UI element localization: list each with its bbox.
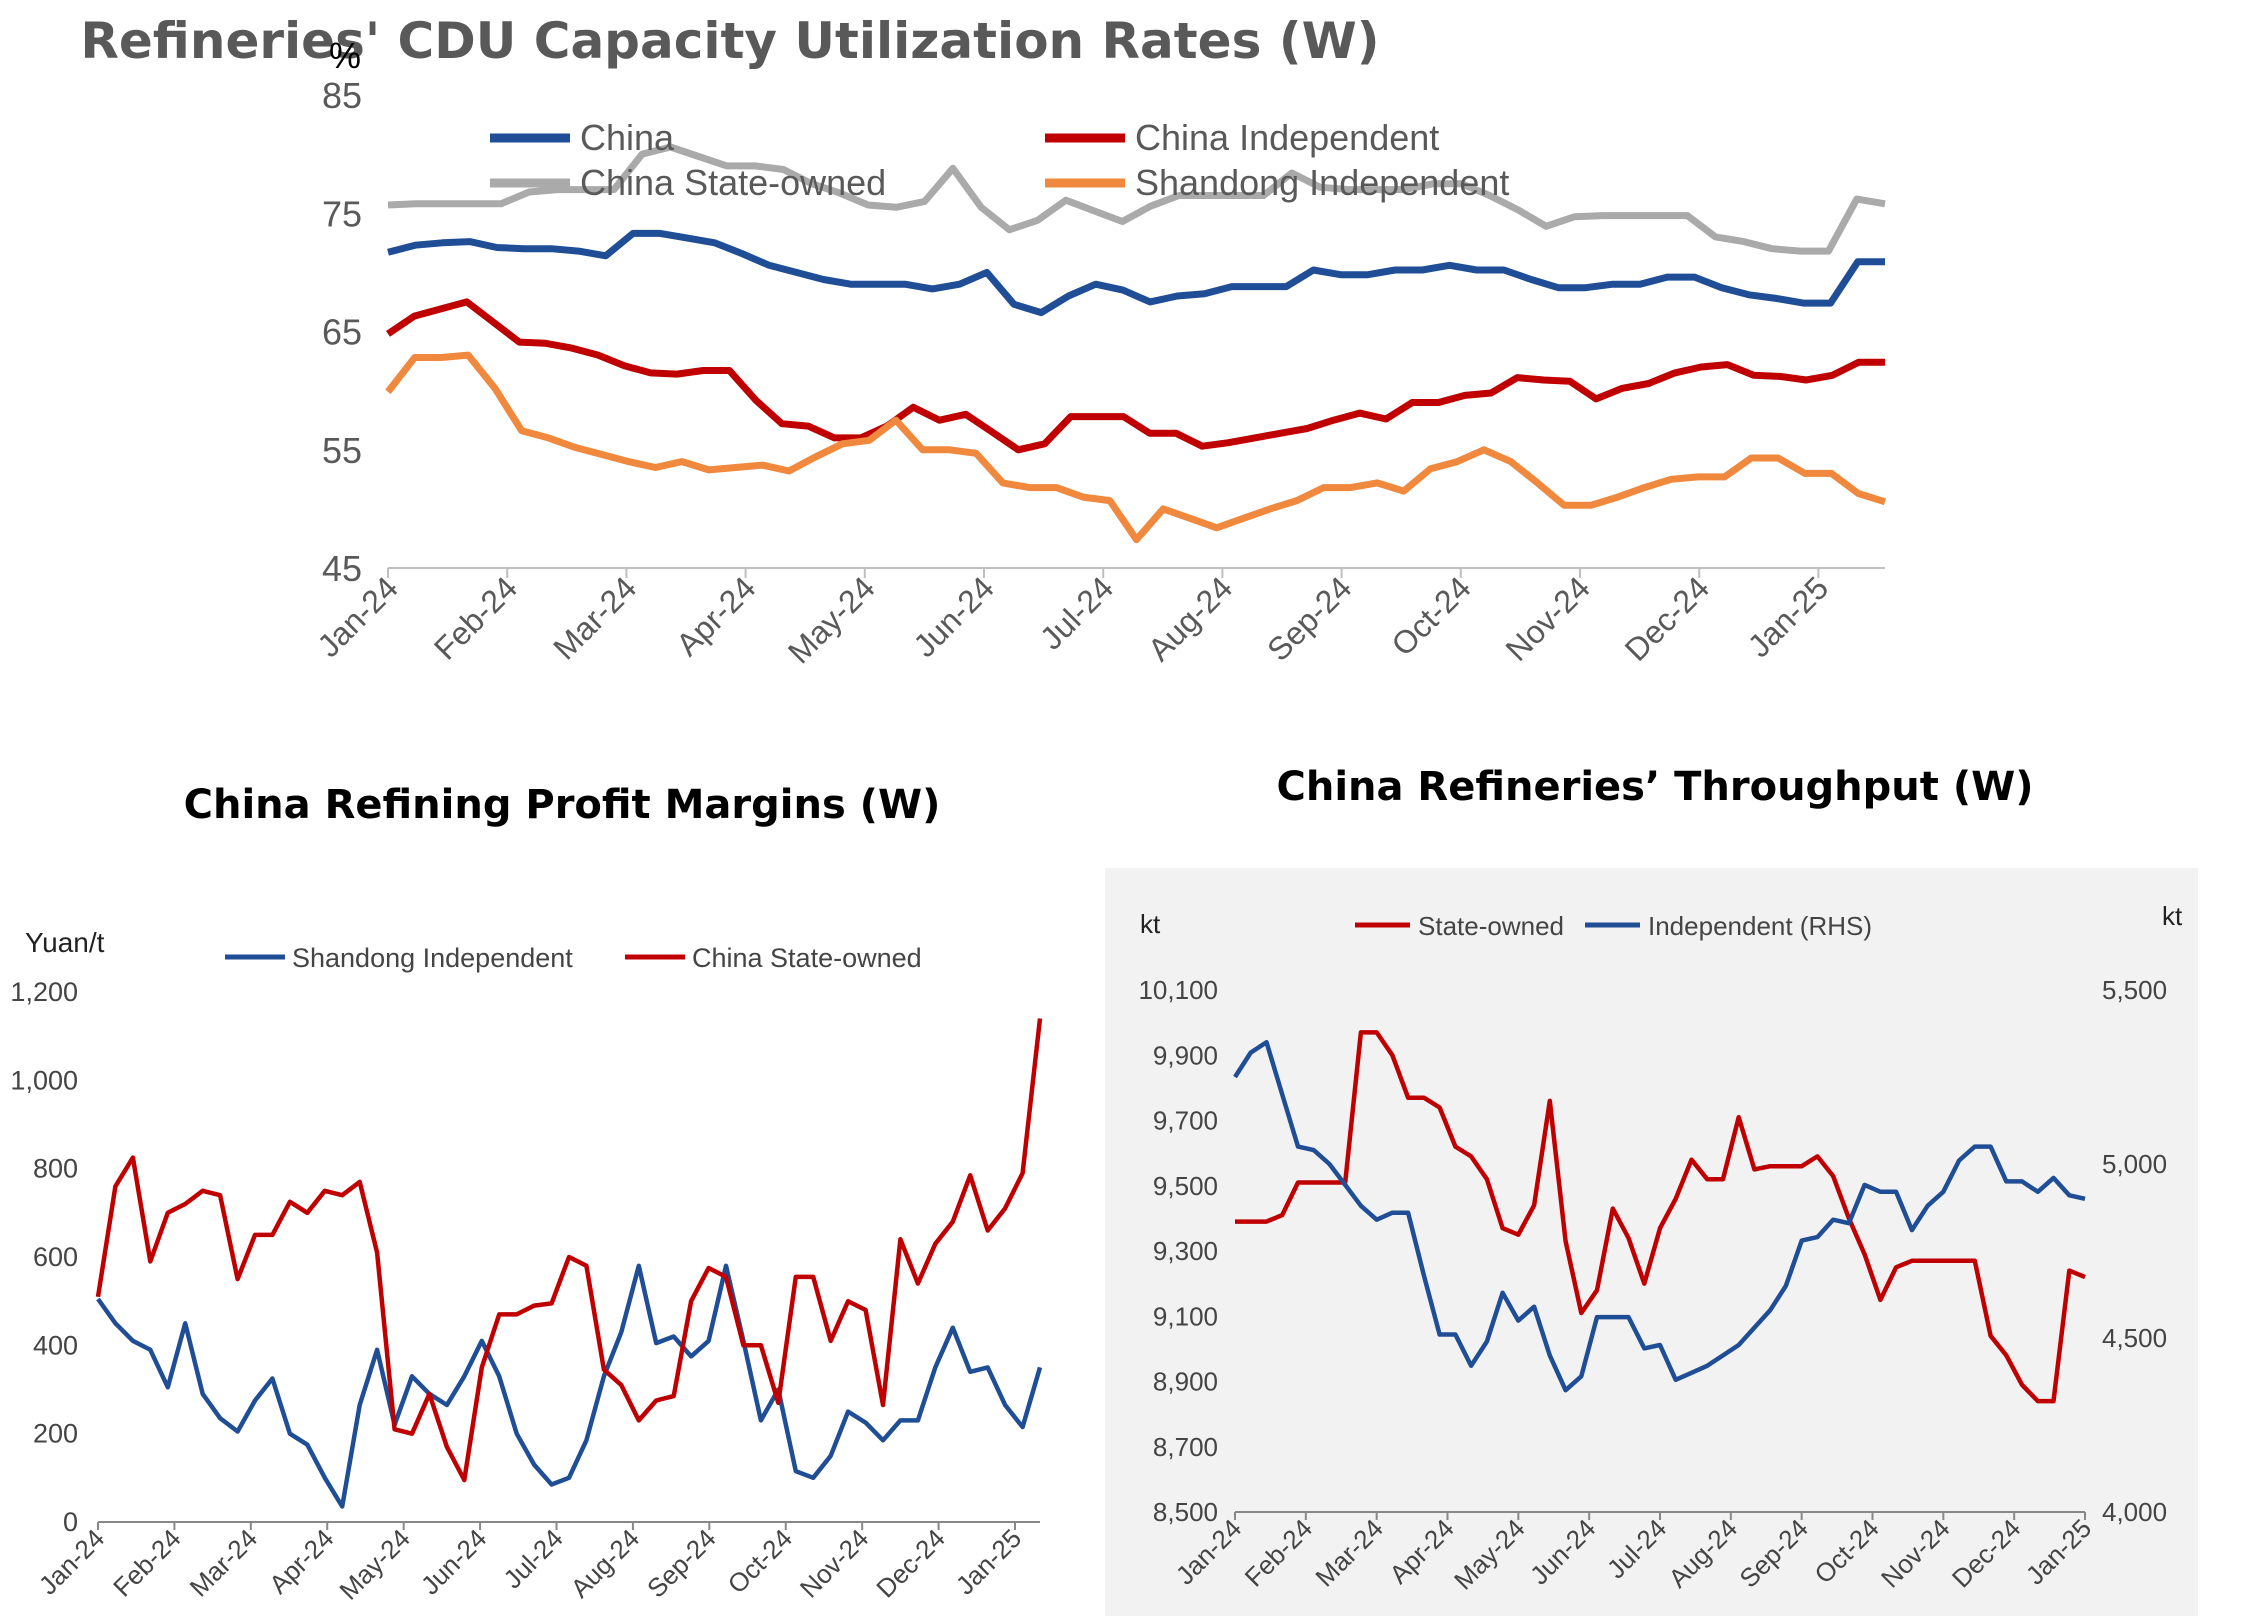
y-tick-label-right: 4,000: [2102, 1497, 2167, 1527]
x-tick-label: Jul-24: [1033, 569, 1120, 656]
y-tick-label: 400: [33, 1330, 78, 1360]
y-tick-label: 75: [322, 193, 362, 234]
x-tick-label: Mar-24: [184, 1523, 263, 1602]
cdu-y-unit: %: [329, 35, 361, 76]
x-tick-label: Nov-24: [794, 1523, 874, 1603]
x-tick-label: Jun-24: [415, 1523, 492, 1600]
series-line-china-state-owned: [95, 1018, 1043, 1483]
x-tick-label: Feb-24: [107, 1523, 186, 1602]
y-tick-label: 85: [322, 75, 362, 116]
x-tick-label: Jan-25: [1741, 569, 1836, 664]
y-tick-label-right: 4,500: [2102, 1323, 2167, 1353]
x-tick-label: Jul-24: [497, 1523, 568, 1594]
x-tick-label: May-24: [781, 569, 882, 670]
x-tick-label: Aug-24: [1141, 569, 1239, 667]
legend-label-state-owned: State-owned: [1418, 911, 1564, 941]
x-tick-label: Oct-24: [1384, 569, 1477, 662]
x-tick-label: May-24: [333, 1523, 416, 1606]
legend-label-china: China: [580, 117, 675, 158]
y-tick-label: 200: [33, 1419, 78, 1449]
x-tick-label: Sep-24: [1260, 569, 1358, 667]
y-tick-label-left: 8,700: [1153, 1432, 1218, 1462]
y-tick-label: 45: [322, 548, 362, 589]
series-line-china-independent: [386, 298, 1885, 454]
y-tick-label: 600: [33, 1242, 78, 1272]
y-tick-label-left: 9,300: [1153, 1236, 1218, 1266]
y-tick-label-left: 9,700: [1153, 1106, 1218, 1136]
x-tick-label: Jun-24: [906, 569, 1001, 664]
y-tick-label: 0: [63, 1507, 78, 1537]
legend-label-china-state-owned: China State-owned: [692, 943, 922, 973]
series-line-shandong-independent: [96, 1263, 1043, 1509]
x-tick-label: Apr-24: [669, 569, 762, 662]
cdu-chart-title: Refineries' CDU Capacity Utilization Rat…: [80, 12, 1379, 70]
y-tick-label: 65: [322, 312, 362, 353]
y-tick-label-left: 9,100: [1153, 1301, 1218, 1331]
x-tick-label: Apr-24: [263, 1523, 339, 1599]
series-line-shandong-independent: [385, 351, 1887, 544]
profit-chart-title: China Refining Profit Margins (W): [184, 782, 941, 828]
profit-y-unit: Yuan/t: [25, 927, 105, 958]
y-tick-label: 1,200: [10, 977, 78, 1007]
throughput-plot-background: [1105, 868, 2198, 1616]
legend-label-shandong-independent: Shandong Independent: [292, 943, 573, 973]
x-tick-label: Nov-24: [1499, 569, 1597, 667]
y-tick-label-left: 8,500: [1153, 1497, 1218, 1527]
x-tick-label: Dec-24: [870, 1523, 950, 1603]
legend-label-china-state-owned: China State-owned: [580, 162, 886, 203]
legend-label-independent-rhs: Independent (RHS): [1648, 911, 1872, 941]
x-tick-label: Mar-24: [546, 569, 643, 666]
x-tick-label: Feb-24: [427, 569, 524, 666]
x-tick-label: Aug-24: [565, 1523, 645, 1603]
x-tick-label: Jan-25: [950, 1523, 1027, 1600]
legend-label-china-independent: China Independent: [1135, 117, 1439, 158]
y-tick-label: 800: [33, 1154, 78, 1184]
series-line-china-state-owned: [387, 143, 1886, 255]
y-tick-label-left: 8,900: [1153, 1367, 1218, 1397]
cdu-utilization-chart: Refineries' CDU Capacity Utilization Rat…: [80, 12, 1887, 670]
x-tick-label: Oct-24: [722, 1523, 798, 1599]
y-tick-label: 55: [322, 430, 362, 471]
x-tick-label: Dec-24: [1618, 569, 1716, 667]
profit-margins-chart: China Refining Profit Margins (W) Yuan/t…: [10, 782, 1043, 1606]
throughput-chart: China Refineries’ Throughput (W) kt kt 8…: [1105, 764, 2198, 1616]
throughput-chart-title: China Refineries’ Throughput (W): [1276, 764, 2033, 810]
series-line-independent-rhs: [1233, 1039, 2086, 1393]
throughput-legend: State-owned Independent (RHS): [1355, 911, 1872, 941]
throughput-y-unit-right: kt: [2162, 901, 2183, 931]
cdu-legend: China China Independent China State-owne…: [490, 117, 1509, 203]
x-tick-label: Sep-24: [641, 1523, 721, 1603]
profit-legend: Shandong Independent China State-owned: [225, 943, 922, 973]
y-tick-label-left: 9,900: [1153, 1040, 1218, 1070]
y-tick-label-right: 5,500: [2102, 975, 2167, 1005]
y-tick-label: 1,000: [10, 1065, 78, 1095]
y-tick-label-right: 5,000: [2102, 1149, 2167, 1179]
series-line-china: [387, 229, 1885, 317]
series-line-state-owned: [1235, 1030, 2086, 1404]
legend-label-shandong-independent: Shandong Independent: [1135, 162, 1509, 203]
throughput-y-unit-left: kt: [1140, 909, 1161, 939]
y-tick-label-left: 9,500: [1153, 1171, 1218, 1201]
y-tick-label-left: 10,100: [1138, 975, 1218, 1005]
